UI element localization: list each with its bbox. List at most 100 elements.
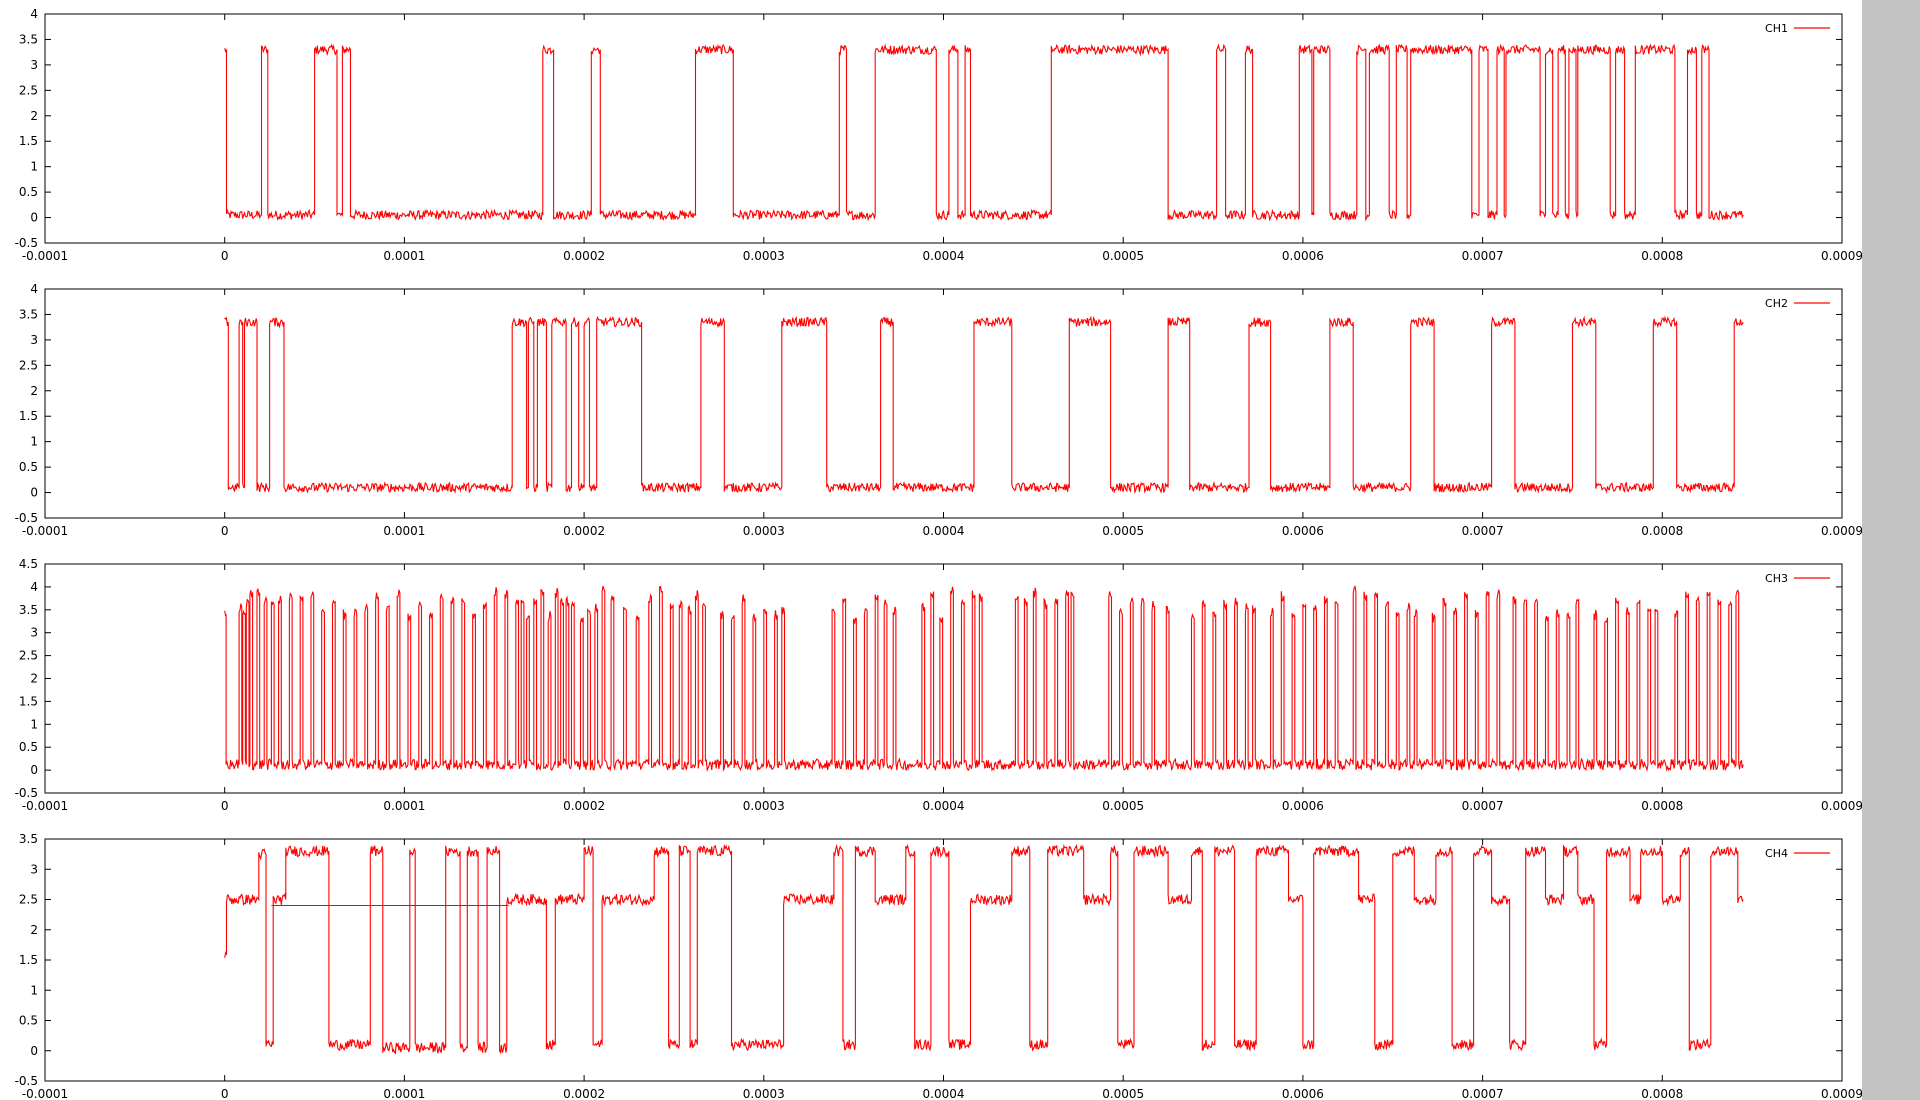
x-tick-label: 0	[221, 524, 229, 538]
y-tick-label: 2.5	[19, 83, 38, 97]
y-tick-label: 1	[30, 435, 38, 449]
y-tick-label: 0.5	[19, 740, 38, 754]
x-tick-label: 0	[221, 249, 229, 263]
plot-ch2: -0.5 0 0.5 1 1.5 2 2.5 3 3.5 4 -0.0001 0 0.0001 0.000…	[15, 282, 1863, 538]
x-tick-label: 0.0001	[383, 1087, 425, 1100]
legend-label: CH1	[1765, 22, 1788, 35]
y-tick-label: 0.5	[19, 1014, 38, 1028]
y-tick-label: 3.5	[19, 603, 38, 617]
x-tick-label: 0.0003	[743, 1087, 785, 1100]
y-tick-label: 3	[30, 333, 38, 347]
x-tick-label: 0.0004	[923, 1087, 965, 1100]
x-tick-label: -0.0001	[22, 524, 68, 538]
x-tick-label: 0.0009	[1821, 799, 1863, 813]
y-tick-label: 0	[30, 211, 38, 225]
y-tick-label: 3.5	[19, 832, 38, 846]
y-tick-label: -0.5	[15, 1074, 38, 1088]
x-tick-label: 0.0005	[1102, 524, 1144, 538]
plot-ch1: -0.5 0 0.5 1 1.5 2 2.5 3 3.5 4 -0.0001 0 0.0001 0.000…	[15, 7, 1863, 263]
series-line-ch1	[224, 43, 1744, 222]
x-tick-label: 0.0007	[1462, 249, 1504, 263]
y-tick-label: 4	[30, 7, 38, 21]
x-tick-label: 0.0009	[1821, 524, 1863, 538]
x-tick-label: 0	[221, 1087, 229, 1100]
x-tick-label: 0.0004	[923, 799, 965, 813]
y-tick-label: 1.5	[19, 694, 38, 708]
x-tick-label: 0.0002	[563, 524, 605, 538]
y-tick-label: 1.5	[19, 409, 38, 423]
y-tick-label: -0.5	[15, 786, 38, 800]
series-line-ch4	[224, 843, 1744, 1055]
series-line-ch2	[224, 315, 1744, 495]
x-tick-label: 0.0008	[1641, 249, 1683, 263]
y-tick-label: 2	[30, 923, 38, 937]
plot-frame	[44, 838, 1843, 1082]
y-tick-label: 2	[30, 384, 38, 398]
x-tick-label: 0.0007	[1462, 524, 1504, 538]
x-tick-label: 0.0001	[383, 524, 425, 538]
x-tick-label: -0.0001	[22, 799, 68, 813]
y-tick-label: 0	[30, 486, 38, 500]
legend-label: CH2	[1765, 297, 1788, 310]
x-tick-label: -0.0001	[22, 249, 68, 263]
y-tick-label: 2.5	[19, 358, 38, 372]
y-tick-label: 0.5	[19, 460, 38, 474]
y-tick-label: 3.5	[19, 32, 38, 46]
x-tick-label: 0.0007	[1462, 1087, 1504, 1100]
x-tick-label: 0.0002	[563, 1087, 605, 1100]
x-tick-label: 0.0004	[923, 524, 965, 538]
series-line-ch3	[224, 584, 1744, 772]
plot-ch3: -0.5 0 0.5 1 1.5 2 2.5 3 3.5 4 4.5 -0.0001 0 0.0001 0.…	[15, 557, 1863, 813]
x-tick-label: 0.0005	[1102, 249, 1144, 263]
y-tick-label: 0	[30, 1044, 38, 1058]
y-tick-label: 1	[30, 983, 38, 997]
plot-frame	[44, 563, 1843, 794]
x-tick-label: 0.0003	[743, 524, 785, 538]
y-tick-label: 2	[30, 672, 38, 686]
y-tick-label: 1	[30, 160, 38, 174]
y-tick-label: 4.5	[19, 557, 38, 571]
x-tick-label: 0.0009	[1821, 1087, 1863, 1100]
vertical-scrollbar[interactable]	[1862, 0, 1920, 1100]
y-tick-label: 4	[30, 580, 38, 594]
y-tick-label: 1.5	[19, 134, 38, 148]
x-tick-label: 0.0001	[383, 799, 425, 813]
y-tick-label: 3.5	[19, 307, 38, 321]
y-tick-label: -0.5	[15, 236, 38, 250]
y-tick-label: 4	[30, 282, 38, 296]
y-tick-label: 3	[30, 626, 38, 640]
x-tick-label: 0.0004	[923, 249, 965, 263]
plot-ch4: -0.5 0 0.5 1 1.5 2 2.5 3 3.5 -0.0001 0 0.0001 0.0002…	[15, 832, 1863, 1100]
y-tick-label: 0	[30, 763, 38, 777]
y-tick-label: 0.5	[19, 185, 38, 199]
x-tick-label: 0.0006	[1282, 524, 1324, 538]
x-tick-label: 0.0005	[1102, 799, 1144, 813]
y-tick-label: 1	[30, 717, 38, 731]
x-tick-label: 0.0008	[1641, 1087, 1683, 1100]
y-tick-label: 1.5	[19, 953, 38, 967]
x-tick-label: 0	[221, 799, 229, 813]
x-tick-label: 0.0008	[1641, 524, 1683, 538]
y-tick-label: 2.5	[19, 649, 38, 663]
x-tick-label: 0.0008	[1641, 799, 1683, 813]
y-tick-label: 2	[30, 109, 38, 123]
y-tick-label: 3	[30, 862, 38, 876]
x-tick-label: 0.0006	[1282, 1087, 1324, 1100]
x-tick-label: 0.0002	[563, 249, 605, 263]
x-tick-label: -0.0001	[22, 1087, 68, 1100]
x-tick-label: 0.0009	[1821, 249, 1863, 263]
y-tick-label: 3	[30, 58, 38, 72]
x-tick-label: 0.0007	[1462, 799, 1504, 813]
y-tick-label: 2.5	[19, 893, 38, 907]
y-tick-label: -0.5	[15, 511, 38, 525]
x-tick-label: 0.0006	[1282, 249, 1324, 263]
legend-label: CH3	[1765, 572, 1788, 585]
x-tick-label: 0.0006	[1282, 799, 1324, 813]
legend-label: CH4	[1765, 847, 1788, 860]
x-tick-label: 0.0005	[1102, 1087, 1144, 1100]
x-tick-label: 0.0003	[743, 799, 785, 813]
x-tick-label: 0.0001	[383, 249, 425, 263]
x-tick-label: 0.0003	[743, 249, 785, 263]
x-tick-label: 0.0002	[563, 799, 605, 813]
